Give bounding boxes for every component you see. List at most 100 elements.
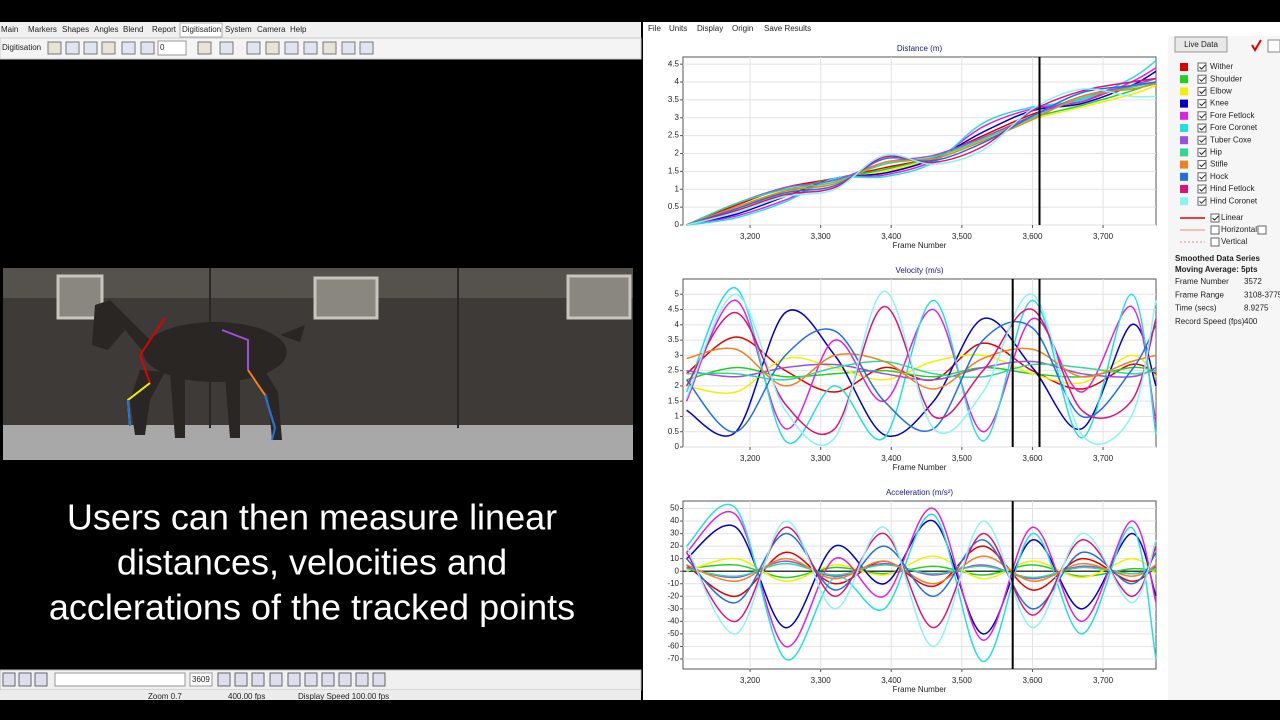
tool-icon[interactable] xyxy=(322,41,337,55)
plot-area xyxy=(682,278,1157,448)
menu-item[interactable]: Main xyxy=(1,25,18,34)
play-icon[interactable] xyxy=(338,672,352,687)
check xyxy=(1199,137,1206,143)
legend-label: Fore Coronet xyxy=(1210,123,1258,132)
legend-checkbox[interactable] xyxy=(1197,74,1207,84)
close-icon[interactable] xyxy=(1267,39,1280,53)
play-icon[interactable] xyxy=(355,672,369,687)
play-icon[interactable] xyxy=(321,672,335,687)
legend-checkbox[interactable] xyxy=(1197,172,1207,182)
line-checkbox[interactable] xyxy=(1210,225,1220,235)
tool-icon[interactable] xyxy=(341,41,356,55)
play-icon[interactable] xyxy=(18,672,32,687)
tool-icon[interactable] xyxy=(121,41,136,55)
menu-item[interactable]: Digitisation xyxy=(182,25,221,34)
tool-icon[interactable] xyxy=(303,41,318,55)
menu-item[interactable]: Blend xyxy=(123,25,143,34)
menu-item[interactable]: File xyxy=(648,24,661,33)
x-tick-label: 3,700 xyxy=(1093,676,1114,685)
play-icon[interactable] xyxy=(217,672,231,687)
menu-item[interactable]: System xyxy=(225,25,252,34)
line-checkbox[interactable] xyxy=(1210,237,1220,247)
play-icon[interactable] xyxy=(234,672,248,687)
y-tick-label: 3 xyxy=(675,113,680,122)
legend-checkbox[interactable] xyxy=(1197,99,1207,109)
number-field[interactable] xyxy=(157,40,187,56)
scrollbar[interactable] xyxy=(54,672,186,687)
legend-checkbox[interactable] xyxy=(1197,135,1207,145)
tool-icon[interactable] xyxy=(83,41,98,55)
x-tick-label: 3,300 xyxy=(811,454,832,463)
play-icon[interactable] xyxy=(372,672,386,687)
tool-icon[interactable] xyxy=(219,41,234,55)
tool-icon[interactable] xyxy=(284,41,299,55)
menu-item[interactable]: Origin xyxy=(732,24,753,33)
y-tick-label: -30 xyxy=(667,604,679,613)
play-icon[interactable] xyxy=(2,672,16,687)
data-line xyxy=(686,83,1157,226)
legend-checkbox[interactable] xyxy=(1197,123,1207,133)
data-line xyxy=(685,526,1157,629)
data-line xyxy=(686,507,1157,648)
menu-item[interactable]: Report xyxy=(152,25,177,34)
legend-checkbox[interactable] xyxy=(1197,196,1207,206)
play-icon[interactable] xyxy=(287,672,301,687)
x-tick-label: 3,300 xyxy=(811,676,832,685)
menu-item[interactable]: Units xyxy=(669,24,687,33)
play-icon[interactable] xyxy=(34,672,48,687)
check xyxy=(1199,198,1206,204)
legend-label: Hind Fetlock xyxy=(1210,184,1255,193)
legend-checkbox[interactable] xyxy=(1197,62,1207,72)
y-tick-label: 3 xyxy=(675,350,680,359)
legend-label: Fore Fetlock xyxy=(1210,111,1255,120)
info-label: Time (secs) xyxy=(1175,304,1217,313)
tool-icon[interactable] xyxy=(47,41,62,55)
tool-icon[interactable] xyxy=(65,41,80,55)
x-axis-label: Frame Number xyxy=(893,463,947,472)
info-subtitle: Moving Average: 5pts xyxy=(1175,265,1258,274)
legend-checkbox[interactable] xyxy=(1197,111,1207,121)
menu-item[interactable]: Shapes xyxy=(62,25,89,34)
legend-checkbox[interactable] xyxy=(1197,160,1207,170)
legend-checkbox[interactable] xyxy=(1197,86,1207,96)
y-tick-label: 2 xyxy=(675,149,680,158)
menu-item[interactable]: Angles xyxy=(94,25,118,34)
toolbar-label: Digitisation xyxy=(2,43,41,52)
x-axis-label: Frame Number xyxy=(893,241,947,250)
tool-icon[interactable] xyxy=(197,41,212,55)
info-label: Frame Number xyxy=(1175,277,1229,286)
check xyxy=(1199,101,1206,107)
play-icon[interactable] xyxy=(304,672,318,687)
tool-icon[interactable] xyxy=(101,41,116,55)
y-tick-label: 40 xyxy=(670,516,679,525)
y-tick-label: 4 xyxy=(675,320,680,329)
live-data-button[interactable] xyxy=(1174,36,1228,53)
legend-swatch xyxy=(1180,99,1188,108)
y-tick-label: 3.5 xyxy=(668,95,680,104)
data-line xyxy=(686,545,1157,598)
confirm-icon[interactable] xyxy=(1251,39,1262,52)
y-tick-label: -60 xyxy=(667,642,679,651)
y-tick-label: 3.5 xyxy=(668,335,680,344)
line-checkbox[interactable] xyxy=(1210,213,1220,223)
tool-icon[interactable] xyxy=(359,41,374,55)
menu-item[interactable]: Save Results xyxy=(764,24,811,33)
tool-icon[interactable] xyxy=(246,41,261,55)
menu-item[interactable]: Help xyxy=(290,25,307,34)
legend-checkbox[interactable] xyxy=(1197,184,1207,194)
menu-item[interactable]: Camera xyxy=(257,25,286,34)
tool-icon[interactable] xyxy=(265,41,280,55)
menu-item[interactable]: Markers xyxy=(28,25,57,34)
legend-checkbox[interactable] xyxy=(1197,147,1207,157)
frame-field[interactable] xyxy=(189,672,213,687)
info-value: 8.9275 xyxy=(1244,304,1269,313)
option-checkbox[interactable] xyxy=(1257,225,1267,235)
tool-icon[interactable] xyxy=(140,41,155,55)
play-icon[interactable] xyxy=(251,672,265,687)
legend-swatch xyxy=(1180,87,1188,96)
play-icon[interactable] xyxy=(269,672,283,687)
x-tick-label: 3,500 xyxy=(952,676,973,685)
menu-item[interactable]: Display xyxy=(697,24,723,33)
x-tick-label: 3,200 xyxy=(740,454,761,463)
